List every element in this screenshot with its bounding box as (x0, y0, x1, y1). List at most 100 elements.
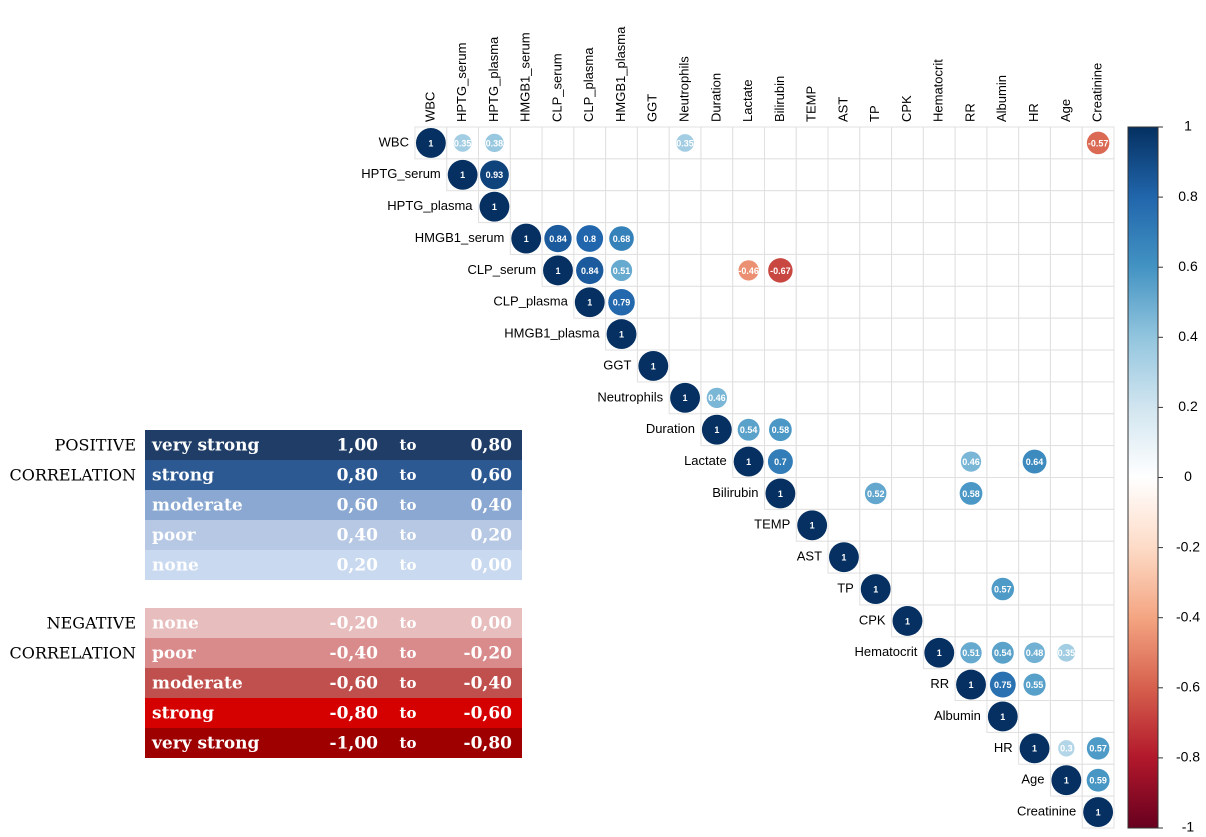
corr-value: 0.3 (1060, 744, 1073, 754)
corr-value: 0.68 (613, 234, 631, 244)
corr-value: 1 (555, 266, 560, 276)
legend-sep: to (400, 556, 417, 574)
corr-circle (511, 223, 542, 254)
column-label: RR (962, 103, 977, 122)
cell (891, 126, 924, 160)
legend-from: 0,80 (337, 466, 379, 486)
cell (922, 349, 956, 383)
cell (954, 285, 988, 319)
corr-circle (892, 605, 923, 636)
legend-sep: to (400, 704, 417, 722)
legend-row (145, 520, 522, 550)
corr-value: 1 (587, 298, 592, 308)
cell (1018, 381, 1051, 415)
corr-circle (544, 224, 572, 253)
row-label: CLP_serum (467, 262, 536, 277)
cell (891, 253, 924, 287)
corr-value: 1 (683, 393, 688, 403)
cell (1081, 285, 1115, 319)
cell (1018, 317, 1051, 351)
cell (1049, 381, 1083, 415)
cell (827, 190, 861, 224)
cell (891, 317, 924, 351)
cell (986, 285, 1020, 319)
corr-circle (989, 671, 1016, 698)
column-label: Albumin (994, 75, 1009, 122)
corr-value: 1 (969, 680, 974, 690)
corr-value: 1 (651, 361, 656, 371)
row-label: RR (930, 676, 949, 691)
cell (986, 508, 1020, 542)
cell (1018, 540, 1051, 574)
cell (1049, 700, 1083, 733)
cell (795, 253, 829, 287)
cell (891, 158, 924, 192)
legend-name: none (152, 614, 199, 634)
cell (922, 572, 956, 606)
cell (732, 317, 766, 351)
cell (986, 445, 1020, 478)
cell (922, 126, 956, 160)
color-bar-label: 0.2 (1178, 398, 1198, 414)
row-label: HMGB1_serum (415, 230, 505, 245)
row-label: Bilirubin (712, 485, 758, 500)
cell (1049, 285, 1083, 319)
corr-value: 0.75 (994, 680, 1012, 690)
column-label: CLP_serum (549, 53, 564, 122)
cell (891, 222, 924, 255)
cell (827, 445, 861, 478)
cell (891, 349, 924, 383)
cell (605, 126, 638, 160)
corr-value: 1 (524, 234, 529, 244)
corr-circle (1083, 797, 1114, 828)
legend-to: 0,20 (471, 526, 513, 546)
corr-value: 0.57 (1089, 744, 1107, 754)
cell (986, 158, 1020, 192)
cell (1018, 158, 1051, 192)
cell (954, 540, 988, 574)
legend-from: 1,00 (337, 436, 379, 456)
corr-value: 0.52 (867, 489, 885, 499)
cell (954, 604, 988, 638)
cell (1049, 253, 1083, 287)
cell (986, 413, 1020, 447)
color-bar-label: -1 (1182, 819, 1195, 835)
cell (764, 222, 797, 255)
color-bar-label: 0.4 (1178, 328, 1198, 344)
corr-circle (1086, 131, 1110, 155)
row-label: CLP_plasma (493, 294, 568, 309)
cell (1081, 540, 1115, 574)
cell (986, 604, 1020, 638)
corr-value: 1 (810, 521, 815, 531)
cell (764, 317, 797, 351)
cell (700, 222, 734, 255)
cell (541, 190, 575, 224)
cell (922, 285, 956, 319)
corr-value: 1 (937, 648, 942, 658)
cell (827, 253, 861, 287)
column-label: HPTG_plasma (486, 36, 501, 122)
corr-circle (1086, 737, 1110, 760)
corr-value: 1 (873, 584, 878, 594)
cell (668, 222, 702, 255)
corr-circle (485, 133, 504, 153)
corr-circle (608, 288, 635, 316)
cell (636, 253, 670, 287)
cell (1081, 413, 1115, 447)
cell (827, 317, 861, 351)
cell (986, 477, 1020, 510)
cell (986, 317, 1020, 351)
cell (859, 445, 893, 478)
corr-value: 1 (714, 425, 719, 435)
cell (668, 253, 702, 287)
legend-from: -0,20 (330, 614, 379, 634)
corr-circle (701, 414, 732, 445)
cell (509, 190, 543, 224)
color-bar-label: 1 (1184, 118, 1192, 134)
cell (1018, 413, 1051, 447)
cell (891, 540, 924, 574)
column-label: Age (1058, 99, 1073, 122)
corr-value: 0.79 (613, 298, 631, 308)
cell (954, 190, 988, 224)
column-label: CLP_plasma (581, 47, 596, 122)
